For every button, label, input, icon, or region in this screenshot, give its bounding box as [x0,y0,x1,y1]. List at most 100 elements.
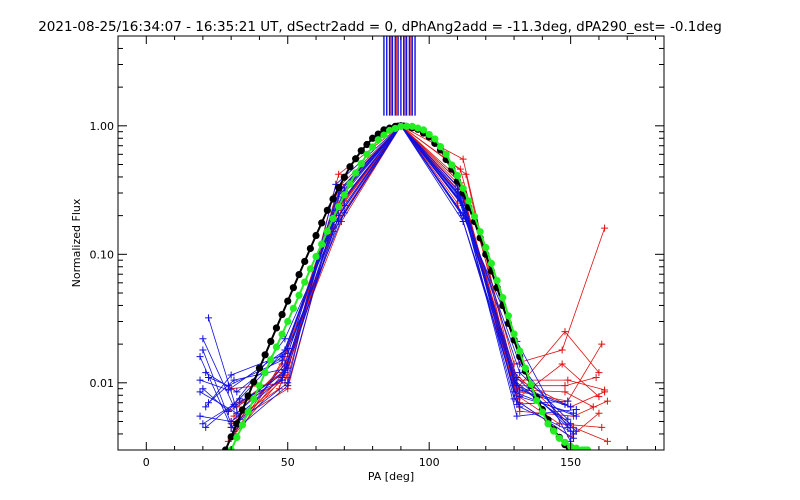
green-model-marker [533,396,541,404]
green-model-marker [419,126,428,134]
chart-title: 2021-08-25/16:34:07 - 16:35:21 UT, dSect… [38,19,722,35]
blue-series-point [278,356,286,364]
blue-series-point [199,335,207,343]
red-series-point [589,403,597,411]
blue-series-point [569,409,577,417]
black-model-marker [289,284,297,292]
black-model-marker [255,364,264,372]
green-model-marker [459,184,467,192]
green-model-marker [346,180,354,188]
blue-series-point [196,388,204,396]
green-model-marker [408,122,416,130]
blue-series-point [230,376,238,384]
red-series-point [601,386,609,394]
green-model-marker [340,191,348,199]
black-model-marker [312,231,320,240]
red-series-point [335,170,343,178]
red-series-point [595,393,603,401]
black-model-curve [224,124,575,450]
red-series-point [598,423,606,431]
green-model-marker [510,330,518,338]
blue-series-point [233,388,241,396]
green-model-marker [363,150,371,158]
red-series-point [592,373,600,381]
green-model-marker [470,212,479,220]
black-model-marker [318,219,326,227]
red-series-point [558,346,566,354]
blue-series-line [202,125,568,425]
blue-series-line [205,125,574,439]
green-model-marker [306,265,314,273]
blue-series-point [284,344,292,352]
green-model-marker [397,122,405,130]
green-model-marker [555,434,563,442]
axes-layer: 0 50 100 150 0.01 0.10 1.00 [90,35,664,469]
green-model-marker [335,203,343,211]
black-model-marker [278,310,286,319]
green-model-marker [295,291,303,299]
blue-series-point [205,314,213,322]
blue-series-point [278,376,286,384]
black-model-marker [329,195,337,203]
green-model-marker [238,421,247,429]
blue-series-point [202,403,210,411]
black-model-marker [357,147,365,155]
green-model-marker [476,228,484,236]
green-model-marker [493,276,501,285]
blue-series-point [284,382,292,390]
green-model-marker [572,444,580,450]
black-model-marker [380,126,388,134]
red-series-line [236,125,594,408]
black-model-marker [284,297,292,305]
blue-series-point [513,412,521,420]
plot-area [196,36,611,450]
blue-series-point [572,405,580,413]
green-model-marker [385,126,394,135]
black-model-marker [295,270,303,279]
black-model-marker [323,206,331,214]
green-model-marker [499,294,507,302]
blue-series-point [456,209,464,217]
green-model-marker [272,343,281,351]
green-model-marker [544,420,552,428]
green-model-marker [442,150,450,158]
green-model-marker [436,143,445,151]
green-model-marker [521,364,529,372]
black-model-marker [306,244,314,253]
red-series-line [230,125,608,442]
black-model-marker [221,446,230,450]
green-model-marker [261,369,269,377]
red-series-point [462,170,470,178]
blue-series-point [227,423,235,431]
red-series-point [603,437,611,445]
x-tick-label: 50 [281,456,295,469]
blue-series-point [510,395,518,403]
green-model-marker [391,124,399,133]
green-model-marker [312,252,320,261]
blue-series-point [281,360,289,368]
green-model-marker [584,446,592,450]
blue-series-point [340,209,348,217]
green-model-marker [267,356,275,364]
green-model-marker [369,143,377,151]
blue-series-point [205,399,213,407]
black-model-marker [227,433,235,441]
green-model-marker [278,330,286,338]
blue-series-point [516,386,524,394]
black-model-marker [363,140,371,149]
blue-series-point [202,423,210,431]
green-model-marker [448,161,456,169]
black-model-marker [267,337,275,346]
green-model-marker [453,171,462,180]
blue-series-line [208,125,577,417]
red-series-line [236,125,605,438]
data-layer [196,36,611,450]
green-model-marker [323,227,331,235]
blue-series-point [281,335,289,343]
red-series-point [603,397,611,405]
blue-series-line [205,125,569,428]
green-model-marker [482,243,490,252]
blue-series-point [196,353,204,361]
x-axis-label: PA [deg] [368,470,414,483]
blue-series-line [199,125,571,408]
